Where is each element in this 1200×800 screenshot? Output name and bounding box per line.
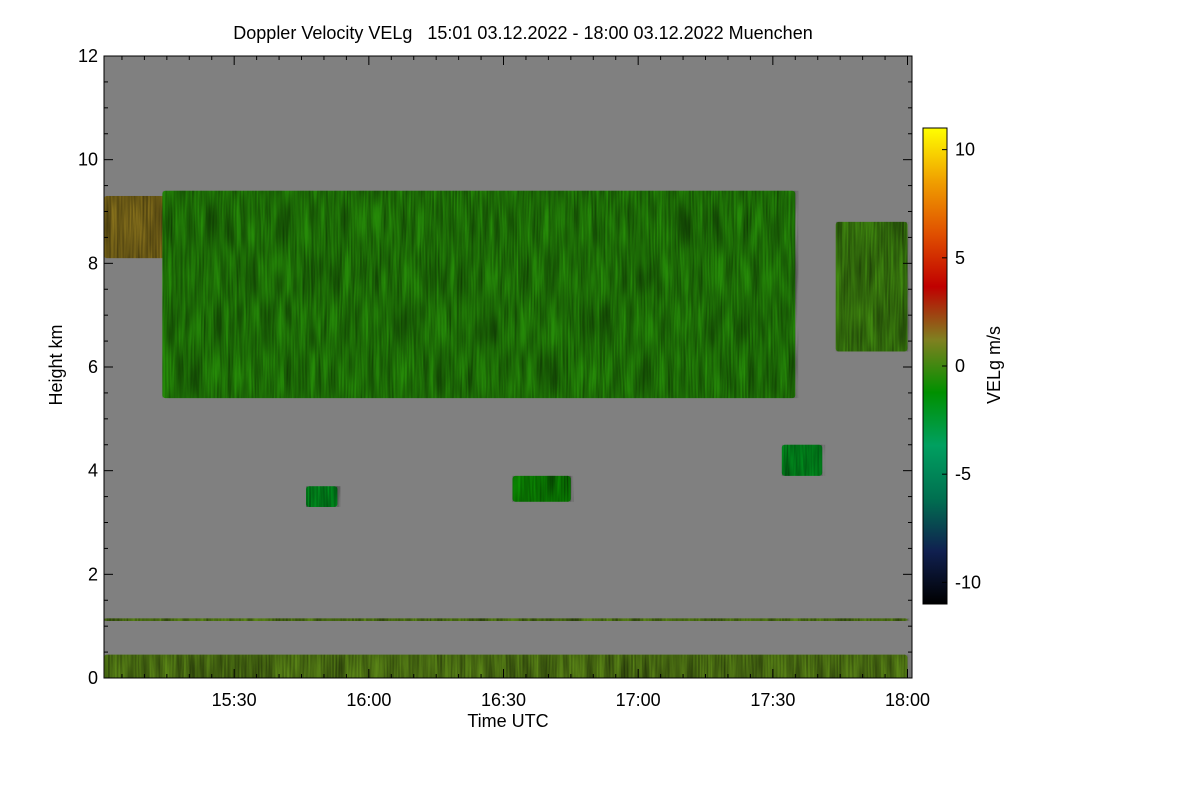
- x-axis: 15:30 16:00 16:30 17:00 17:30 18:00: [121, 56, 930, 710]
- velocity-feature-cloud-patch-1: [306, 486, 341, 507]
- feature-texture-cool: [784, 444, 826, 476]
- x-tick-label: 16:00: [346, 690, 391, 710]
- velocity-feature-cloud-patch-2: [512, 475, 574, 502]
- feature-texture-cool: [309, 486, 341, 507]
- y-tick-label: 0: [88, 668, 98, 688]
- velocity-feature-noise-line-1100m: [104, 618, 911, 621]
- y-axis-label: Height km: [46, 324, 66, 405]
- y-tick-label: 8: [88, 253, 98, 273]
- y-tick-label: 4: [88, 461, 98, 481]
- y-tick-label: 2: [88, 564, 98, 584]
- x-tick-label: 16:30: [481, 690, 526, 710]
- x-tick-label: 18:00: [885, 690, 930, 710]
- y-axis: 0 2 4 6 8 10 12: [78, 46, 912, 688]
- feature-texture-cool: [107, 654, 911, 678]
- x-tick-label: 17:30: [750, 690, 795, 710]
- colorbar: 10 5 0 -5 -10 VELg m/s: [922, 127, 1004, 605]
- y-tick-label: 12: [78, 46, 98, 66]
- colorbar-tick-label: 5: [955, 248, 965, 268]
- velocity-field: [104, 190, 911, 678]
- colorbar-tick-label: 10: [955, 140, 975, 160]
- feature-texture-cool: [515, 475, 574, 502]
- velocity-feature-boundary-layer: [104, 654, 911, 678]
- x-axis-label: Time UTC: [467, 711, 548, 731]
- x-tick-label: 17:00: [616, 690, 661, 710]
- feature-texture-cool: [838, 221, 911, 352]
- colorbar-tick-label: -10: [955, 572, 981, 592]
- feature-texture-cool: [165, 190, 799, 399]
- chart-title: Doppler Velocity VELg 15:01 03.12.2022 -…: [233, 23, 812, 43]
- velocity-feature-cirrus-layer-right: [835, 221, 911, 352]
- feature-texture-cool: [107, 618, 911, 621]
- colorbar-ticks: 10 5 0 -5 -10: [942, 140, 981, 592]
- velocity-feature-cloud-patch-3: [781, 444, 826, 476]
- x-tick-label: 15:30: [212, 690, 257, 710]
- y-tick-label: 6: [88, 357, 98, 377]
- velocity-feature-main-cloud-deck: [162, 190, 799, 399]
- colorbar-tick-label: 0: [955, 356, 965, 376]
- y-tick-label: 10: [78, 150, 98, 170]
- colorbar-label: VELg m/s: [984, 326, 1004, 404]
- colorbar-tick-label: -5: [955, 464, 971, 484]
